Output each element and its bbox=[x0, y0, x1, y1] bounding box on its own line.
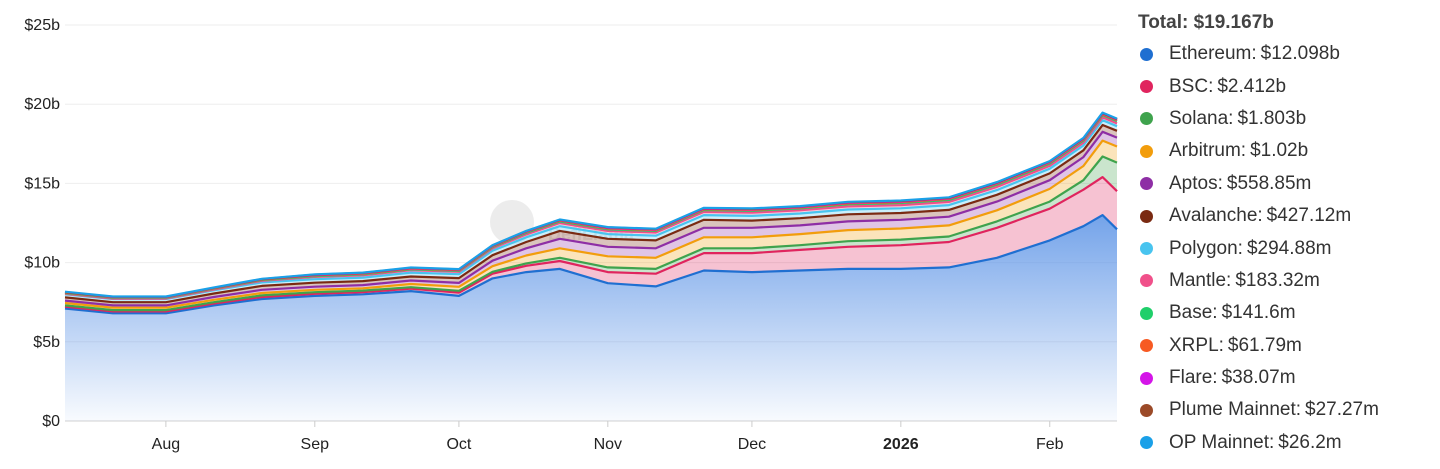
legend-label: Ethereum: $12.098b bbox=[1169, 43, 1344, 65]
legend-dot-icon bbox=[1140, 371, 1153, 385]
legend-series-name: Base: bbox=[1169, 302, 1218, 324]
legend-dot-icon bbox=[1140, 306, 1153, 320]
legend-series-name: OP Mainnet: bbox=[1169, 431, 1275, 453]
area-polygon bbox=[65, 120, 1117, 303]
legend-series-value: $427.12m bbox=[1266, 205, 1352, 227]
legend-series-name: Mantle: bbox=[1169, 269, 1232, 291]
series-areas bbox=[65, 112, 1117, 421]
x-tick-label: 2026 bbox=[883, 436, 919, 453]
legend-item[interactable]: Mantle: $183.32m bbox=[1138, 265, 1438, 297]
legend-label: Base: $141.6m bbox=[1169, 302, 1300, 324]
legend-item[interactable]: Polygon: $294.88m bbox=[1138, 232, 1438, 264]
line-solana bbox=[64, 155, 1118, 312]
legend-series-name: Polygon: bbox=[1169, 237, 1243, 259]
legend-dot-icon bbox=[1140, 112, 1153, 126]
legend-label: OP Mainnet: $26.2m bbox=[1169, 432, 1346, 454]
legend-label: BSC: $2.412b bbox=[1169, 76, 1290, 98]
legend-label: Solana: $1.803b bbox=[1169, 108, 1310, 130]
legend-item[interactable]: Avalanche: $427.12m bbox=[1138, 200, 1438, 232]
legend-label: Plume Mainnet: $27.27m bbox=[1169, 399, 1383, 421]
x-tick-label: Dec bbox=[738, 436, 766, 453]
legend-label: Mantle: $183.32m bbox=[1169, 270, 1324, 292]
legend-series-name: Arbitrum: bbox=[1169, 140, 1247, 162]
line-ethereum bbox=[64, 214, 1118, 315]
y-tick-label: $10b bbox=[24, 255, 60, 272]
legend-dot-icon bbox=[1140, 144, 1153, 158]
legend-series-name: Aptos: bbox=[1169, 172, 1223, 194]
x-tick-label: Oct bbox=[446, 436, 471, 453]
legend-series-name: Solana: bbox=[1169, 107, 1234, 129]
legend-series-value: $38.07m bbox=[1221, 367, 1296, 389]
legend-series-name: Ethereum: bbox=[1169, 43, 1257, 65]
line-avalanche bbox=[64, 123, 1118, 304]
y-tick-label: $25b bbox=[24, 17, 60, 34]
legend-dot-icon bbox=[1140, 403, 1153, 417]
legend-label: Arbitrum: $1.02b bbox=[1169, 140, 1312, 162]
legend-total: Total: $19.167b bbox=[1138, 12, 1274, 33]
line-op-mainnet bbox=[64, 111, 1118, 298]
legend-series-name: Plume Mainnet: bbox=[1169, 399, 1302, 421]
line-bsc bbox=[64, 176, 1118, 313]
legend-item[interactable]: Arbitrum: $1.02b bbox=[1138, 135, 1438, 167]
legend-dot-icon bbox=[1140, 177, 1153, 191]
legend-items: Ethereum: $12.098b BSC: $2.412b Solana: $1.80… bbox=[1138, 38, 1438, 459]
legend-label: Polygon: $294.88m bbox=[1169, 238, 1335, 260]
legend-dot-icon bbox=[1140, 436, 1153, 450]
legend-item[interactable]: Aptos: $558.85m bbox=[1138, 168, 1438, 200]
legend-dot-icon bbox=[1140, 242, 1153, 256]
legend-series-value: $1.02b bbox=[1250, 140, 1309, 162]
legend-series-name: BSC: bbox=[1169, 75, 1214, 97]
legend-item[interactable]: Solana: $1.803b bbox=[1138, 103, 1438, 135]
legend-label: Aptos: $558.85m bbox=[1169, 173, 1315, 195]
line-arbitrum bbox=[64, 139, 1118, 309]
legend-label: Flare: $38.07m bbox=[1169, 367, 1300, 389]
line-aptos bbox=[64, 130, 1118, 307]
y-axis-ticks: $0 $5b $10b $15b $20b $25b bbox=[24, 17, 60, 430]
legend-series-value: $558.85m bbox=[1226, 172, 1312, 194]
area-ethereum bbox=[65, 215, 1117, 421]
legend-series-value: $183.32m bbox=[1235, 269, 1320, 291]
legend-series-value: $61.79m bbox=[1227, 334, 1302, 356]
series-lines bbox=[64, 111, 1118, 315]
legend-series-value: $26.2m bbox=[1278, 431, 1342, 453]
y-tick-label: $5b bbox=[33, 334, 60, 351]
line-polygon bbox=[64, 119, 1118, 301]
x-tick-label: Aug bbox=[152, 436, 180, 453]
legend-series-name: Avalanche: bbox=[1169, 205, 1263, 227]
legend-series-value: $294.88m bbox=[1246, 237, 1332, 259]
x-tick-label: Feb bbox=[1036, 436, 1064, 453]
legend-series-name: XRPL: bbox=[1169, 334, 1224, 356]
legend-series-value: $1.803b bbox=[1237, 107, 1307, 129]
legend-item[interactable]: Flare: $38.07m bbox=[1138, 362, 1438, 394]
legend-item[interactable]: OP Mainnet: $26.2m bbox=[1138, 427, 1438, 459]
legend-label: Avalanche: $427.12m bbox=[1169, 205, 1355, 227]
legend-item[interactable]: XRPL: $61.79m bbox=[1138, 330, 1438, 362]
area-avalanche bbox=[65, 125, 1117, 306]
legend-item[interactable]: Plume Mainnet: $27.27m bbox=[1138, 394, 1438, 426]
tvl-stacked-area-chart: DefiLlama $0$5b$10b$15b$20b$25b Aug Sep Oc… bbox=[24, 17, 1118, 453]
x-tick-label: Nov bbox=[594, 436, 622, 453]
x-tick-label: Sep bbox=[301, 436, 330, 453]
legend-item[interactable]: BSC: $2.412b bbox=[1138, 70, 1438, 102]
legend-dot-icon bbox=[1140, 209, 1153, 223]
legend-series-value: $27.27m bbox=[1305, 399, 1379, 421]
legend-series-value: $2.412b bbox=[1217, 75, 1287, 97]
legend-dot-icon bbox=[1140, 339, 1153, 353]
legend-series-name: Flare: bbox=[1169, 367, 1218, 389]
y-tick-label: $20b bbox=[24, 96, 60, 113]
legend: Total: $19.167b Ethereum: $12.098b BSC: $2.… bbox=[1138, 8, 1438, 459]
legend-dot-icon bbox=[1140, 47, 1153, 61]
legend-series-value: $141.6m bbox=[1221, 302, 1296, 324]
x-axis-ticks: Aug Sep Oct Nov Dec 2026 Feb bbox=[152, 421, 1064, 453]
legend-dot-icon bbox=[1140, 80, 1153, 94]
legend-dot-icon bbox=[1140, 274, 1153, 288]
legend-series-value: $12.098b bbox=[1260, 43, 1340, 65]
legend-item[interactable]: Ethereum: $12.098b bbox=[1138, 38, 1438, 70]
legend-label: XRPL: $61.79m bbox=[1169, 335, 1306, 357]
legend-item[interactable]: Base: $141.6m bbox=[1138, 297, 1438, 329]
y-tick-label: $15b bbox=[24, 175, 60, 192]
y-tick-label: $0 bbox=[42, 413, 60, 430]
